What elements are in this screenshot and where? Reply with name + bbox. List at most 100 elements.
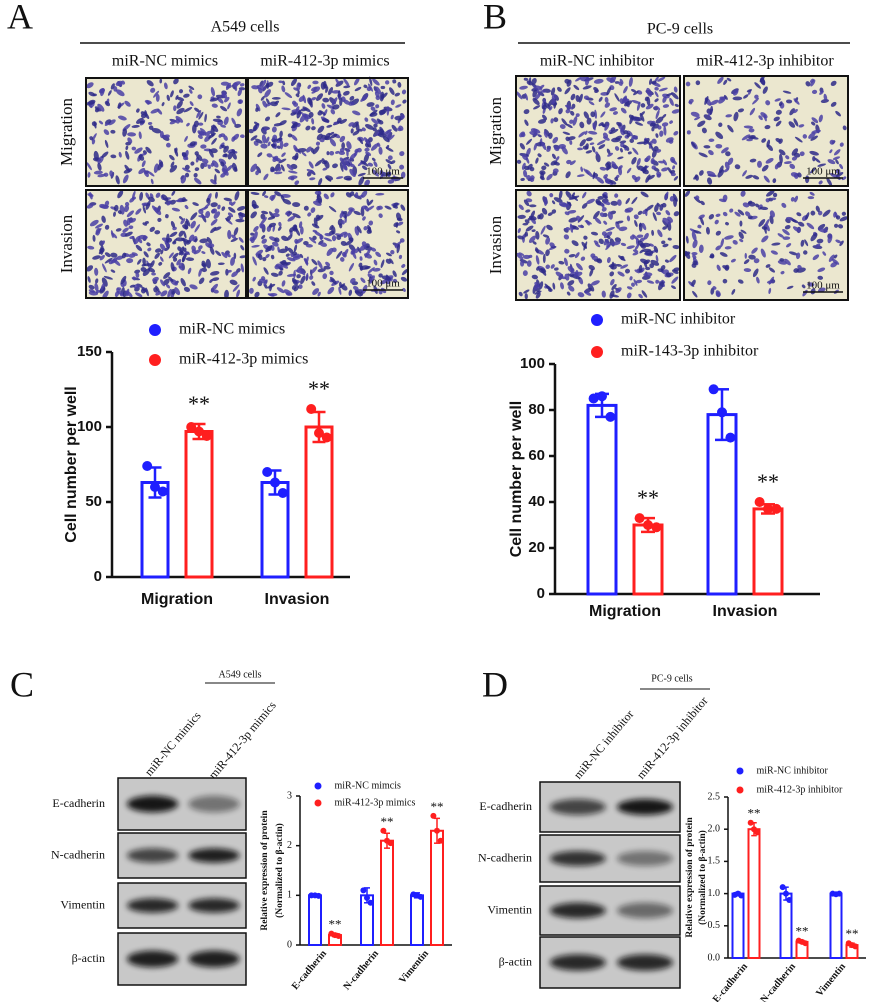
cell [363,84,368,89]
data-point [335,933,342,940]
cell [603,220,608,225]
legend-label: miR-412-3p mimics [335,797,416,808]
cell [657,125,662,130]
cell [152,276,159,283]
cell [339,157,345,163]
cell [740,229,747,234]
cell [599,166,607,171]
cell [662,159,668,166]
cell [592,122,596,131]
cell [759,206,769,211]
cell [646,87,653,97]
cell [220,124,227,128]
cell [170,220,176,228]
cell [830,80,837,87]
cell [612,111,618,115]
cell [292,202,301,208]
cell [257,253,263,261]
cell [159,131,164,139]
cell [607,211,613,220]
cell [811,117,819,124]
cell [534,282,540,289]
cell [350,128,354,134]
cell [552,282,556,290]
cell [526,175,532,180]
blot-strip [117,882,247,929]
cell [558,143,566,149]
cell [802,134,808,139]
cell [107,90,112,96]
cell [265,136,270,144]
cell [617,199,622,206]
cell [185,257,195,262]
cell [213,211,221,219]
cell [590,111,596,118]
cell [723,168,730,173]
cell [343,99,350,105]
cell [811,89,818,94]
cell [365,124,374,130]
cell [373,129,381,137]
cell [654,86,659,91]
cell [655,109,660,120]
cell [722,278,728,284]
protein-label: N-cadherin [478,850,532,864]
cell [348,101,355,106]
significance-label: ** [308,376,330,401]
cell [839,142,844,147]
cell [589,268,594,277]
cell [176,100,183,109]
cell [201,158,209,164]
cell [587,283,595,292]
cell [568,285,575,292]
cell [580,256,586,261]
cell [659,130,664,137]
cell [548,132,553,139]
cell [329,131,335,136]
lane-label: miR-412-3p mimics [206,698,279,782]
cell [310,266,318,274]
cell [389,87,395,95]
cell [349,95,355,101]
cell [310,86,318,92]
cell [779,153,783,164]
cell [340,240,347,246]
cell [234,123,242,128]
cell [535,231,540,240]
blot-strip [117,932,247,986]
cell [301,151,307,157]
cell [88,91,96,97]
cell [543,130,548,138]
cell [116,255,124,260]
cell [276,145,281,149]
cell [635,279,643,284]
cell [766,280,774,284]
cell [94,267,99,276]
cell [604,96,609,103]
cell [596,176,605,184]
cell [261,235,266,240]
cell [370,106,376,111]
cell [552,136,559,144]
cell [707,177,713,185]
cell [250,191,260,195]
cell [737,209,745,216]
cell [725,114,733,118]
cell [589,142,595,145]
cell [360,207,365,217]
cell-line-title: A549 cells [218,669,261,680]
cell [655,105,661,110]
cell [539,176,545,181]
cell [740,190,746,197]
cell [692,239,698,249]
cell [610,278,615,286]
cell [104,100,111,107]
cell [638,293,643,299]
cell [204,203,211,209]
data-point [186,422,197,432]
cell [723,79,728,85]
cell [626,215,631,222]
cell [335,150,340,154]
cell [790,197,795,202]
